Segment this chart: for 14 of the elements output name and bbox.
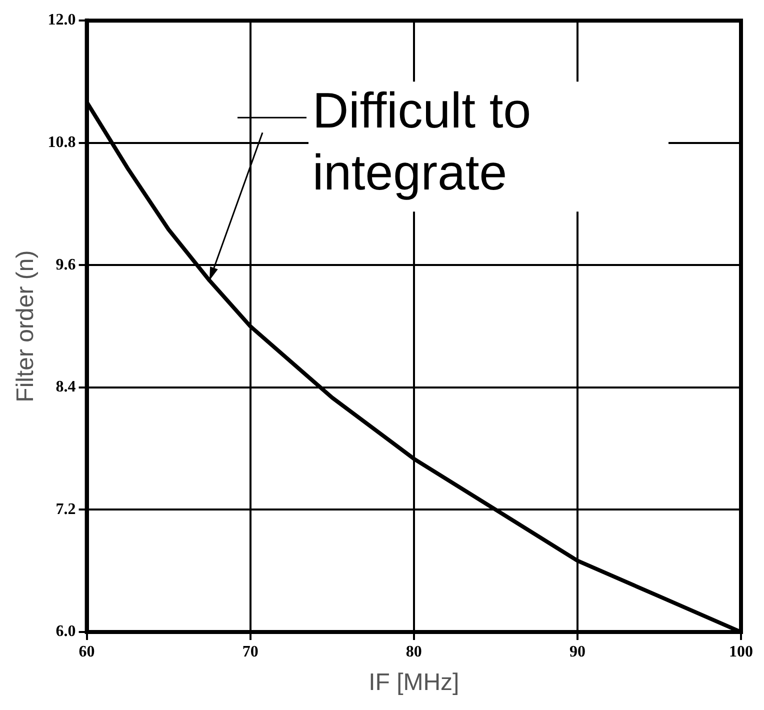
y-tick-label: 9.6 [56,256,76,274]
y-tick-label: 10.8 [48,134,76,152]
x-tick-label: 80 [406,644,422,661]
x-tick-label: 70 [242,644,258,661]
y-axis-title: Filter order (n) [12,250,40,402]
y-tick-label: 12.0 [48,12,76,29]
y-tick-label: 7.2 [56,500,76,518]
x-tick-label: 90 [569,644,586,661]
x-tick-label: 100 [729,644,753,661]
x-axis-title: IF [MHz] [368,669,460,696]
annotation: Difficult to integrate [312,82,532,201]
y-tick-label: 8.4 [56,378,76,396]
x-tick-label: 60 [78,644,95,661]
y-tick-label: 6.0 [56,623,76,640]
